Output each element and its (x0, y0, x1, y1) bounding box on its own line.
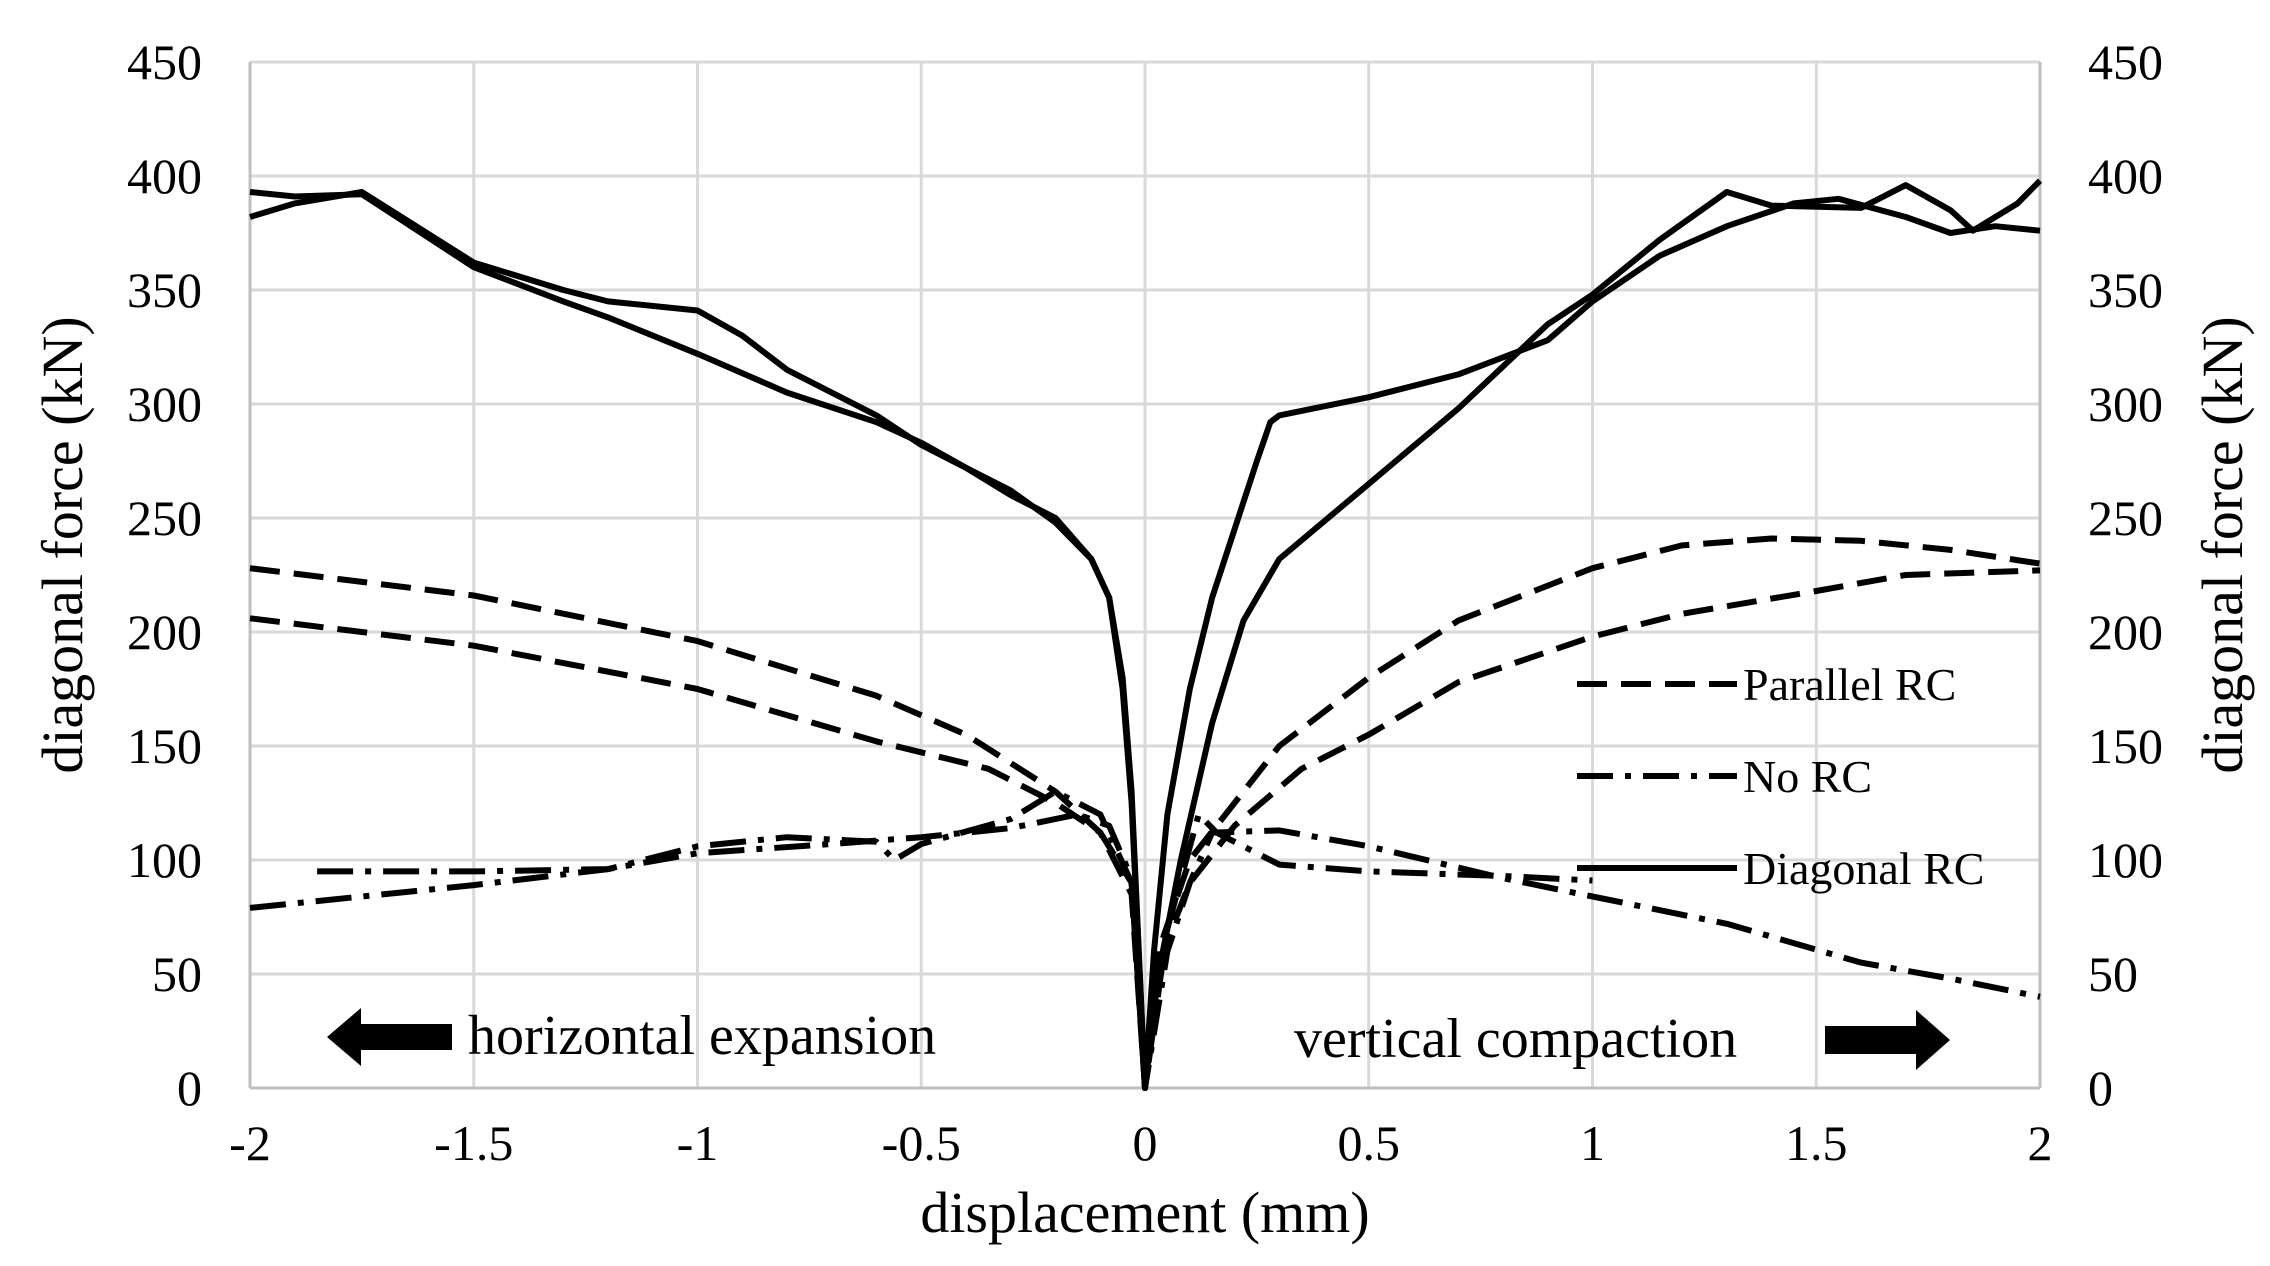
y-tick-label-left: 250 (127, 490, 202, 546)
y-tick-label-left: 100 (127, 832, 202, 888)
y-tick-label-left: 50 (152, 946, 202, 1002)
y-tick-label-left: 200 (127, 604, 202, 660)
y-axis-title-left: diagonal force (kN) (30, 316, 95, 773)
y-tick-label-right: 100 (2088, 832, 2163, 888)
y-tick-label-right: 200 (2088, 604, 2163, 660)
x-tick-label: 2 (2028, 1115, 2053, 1171)
arrow-left-icon (327, 1008, 452, 1066)
x-tick-label: -1.5 (434, 1115, 513, 1171)
x-tick-label: -1 (677, 1115, 719, 1171)
x-tick-label: 1 (1580, 1115, 1605, 1171)
series-line-parallel-rc (249, 535, 2041, 1091)
y-axis-title-right: diagonal force (kN) (2190, 316, 2255, 773)
series-line-no-rc (317, 788, 1593, 1091)
annotation-vertical-compaction: vertical compaction (1294, 1008, 1737, 1070)
legend-label-parallel-rc: Parallel RC (1743, 659, 1956, 710)
series-line-parallel-rc (249, 567, 2041, 1091)
y-tick-label-left: 0 (177, 1060, 202, 1116)
x-tick-labels: -2 -1.5 -1 -0.5 0 0.5 1 1.5 2 (229, 1115, 2052, 1171)
y-tick-label-right: 400 (2088, 148, 2163, 204)
x-tick-label: -2 (229, 1115, 271, 1171)
y-tick-label-left: 150 (127, 718, 202, 774)
y-tick-labels-left: 0 50 100 150 200 250 300 350 400 450 (127, 34, 202, 1116)
series-layer (249, 178, 2043, 1091)
series-line-diagonal-rc (249, 189, 2041, 1091)
series-line-diagonal-rc (249, 178, 2043, 1091)
x-tick-label: -0.5 (882, 1115, 961, 1171)
y-tick-label-right: 0 (2088, 1060, 2113, 1116)
y-tick-label-right: 300 (2088, 376, 2163, 432)
x-axis-title: displacement (mm) (920, 1180, 1369, 1245)
y-tick-label-left: 300 (127, 376, 202, 432)
y-tick-label-right: 250 (2088, 490, 2163, 546)
series-line-no-rc (249, 811, 2041, 1091)
gridlines (250, 60, 2040, 1088)
legend-label-diagonal-rc: Diagonal RC (1743, 843, 1984, 894)
y-tick-labels-right: 0 50 100 150 200 250 300 350 400 450 (2088, 34, 2163, 1116)
y-tick-label-right: 350 (2088, 262, 2163, 318)
x-tick-label: 0 (1133, 1115, 1158, 1171)
legend-label-no-rc: No RC (1743, 751, 1872, 802)
y-tick-label-right: 450 (2088, 34, 2163, 90)
y-tick-label-left: 450 (127, 34, 202, 90)
x-tick-label: 1.5 (1785, 1115, 1848, 1171)
y-tick-label-right: 50 (2088, 946, 2138, 1002)
legend: Parallel RC No RC Diagonal RC (1577, 659, 1984, 894)
arrow-right-icon (1825, 1010, 1950, 1070)
x-tick-label: 0.5 (1338, 1115, 1401, 1171)
annotations: horizontal expansion vertical compaction (327, 1005, 1950, 1070)
y-tick-label-right: 150 (2088, 718, 2163, 774)
y-tick-label-left: 400 (127, 148, 202, 204)
annotation-horizontal-expansion: horizontal expansion (468, 1005, 936, 1067)
y-tick-label-left: 350 (127, 262, 202, 318)
